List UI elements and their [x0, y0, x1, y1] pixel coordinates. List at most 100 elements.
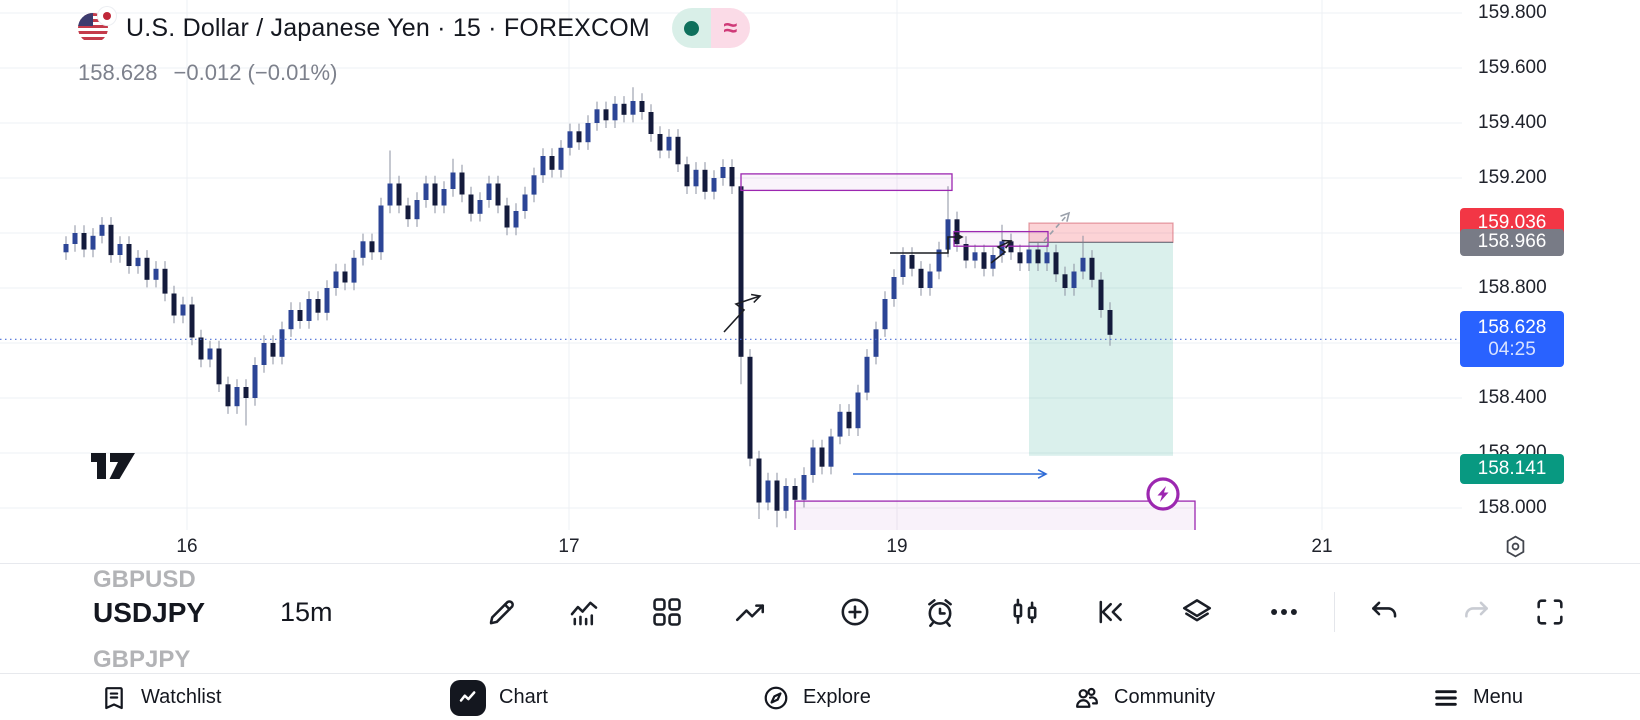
nav-label: Watchlist [141, 686, 222, 708]
market-status-pill[interactable]: ≈ [671, 8, 750, 48]
entry-price-badge: 158.966 [1460, 228, 1564, 256]
candle-body [531, 175, 537, 195]
price-tick-label: 159.200 [1478, 167, 1547, 188]
candle-body [297, 310, 303, 321]
nav-item-explore[interactable]: Explore [762, 674, 871, 720]
candle-body [846, 411, 852, 429]
candle-body [603, 109, 609, 121]
price-tick-label: 159.800 [1478, 2, 1547, 23]
candle-body [801, 475, 807, 500]
chart-type-icon[interactable] [1005, 592, 1045, 632]
candle-body [540, 156, 546, 176]
candle-body [288, 310, 294, 330]
candle-body [270, 343, 276, 357]
candle-body [351, 257, 357, 283]
chart-toolbar: GBPUSD USDJPY GBPJPY 15m [0, 564, 1640, 673]
candle-body [315, 299, 321, 313]
candle-body [1098, 279, 1104, 310]
tradingview-logo[interactable] [90, 446, 138, 487]
timescale-settings-icon[interactable] [1502, 533, 1529, 565]
undo-icon[interactable] [1364, 592, 1404, 632]
nav-item-community[interactable]: Community [1073, 674, 1215, 720]
symbol-wheel-current[interactable]: USDJPY [93, 597, 206, 628]
community-icon [1076, 687, 1098, 708]
candle-body [936, 249, 942, 272]
nav-item-chart[interactable]: Chart [450, 674, 548, 720]
breakout-arrow-2[interactable] [990, 240, 1012, 264]
supply-zone-1[interactable] [740, 173, 953, 192]
nav-item-menu[interactable]: Menu [1432, 674, 1523, 720]
bottom-nav: Watchlist Chart Explore Community [0, 673, 1640, 720]
breakout-arrow-1[interactable] [723, 295, 761, 333]
candle-body [945, 219, 951, 250]
target-price-badge: 158.141 [1460, 454, 1564, 485]
candle-body [135, 257, 141, 267]
candle-body [585, 123, 591, 143]
candle-body [396, 183, 402, 206]
candle-body [450, 172, 456, 189]
candle-body [783, 486, 789, 511]
candle-body [963, 244, 969, 261]
entry-arrow[interactable] [890, 236, 962, 254]
candle-body [126, 244, 132, 266]
candle-body [900, 255, 906, 277]
candle-body [828, 436, 834, 467]
candle-body [1035, 249, 1041, 264]
time-tick-label: 21 [1311, 536, 1333, 557]
candle-body [333, 271, 339, 288]
nav-item-watchlist[interactable]: Watchlist [100, 674, 221, 720]
chart-canvas[interactable] [0, 0, 1640, 563]
candle-body [576, 131, 582, 143]
chart-active-icon [450, 679, 486, 716]
candle-body [1053, 252, 1059, 275]
symbol-wheel-next[interactable]: GBPJPY [93, 646, 191, 673]
symbol-title[interactable]: U.S. Dollar / Japanese Yen · 15 · FOREXC… [126, 13, 650, 42]
objects-tree-icon[interactable] [1177, 592, 1217, 632]
price-tick-label: 158.000 [1478, 497, 1547, 518]
nav-label: Community [1114, 686, 1216, 708]
candle-body [459, 172, 465, 195]
candle-body [207, 348, 213, 360]
replay-icon[interactable] [1090, 592, 1130, 632]
candle-body [1017, 252, 1023, 264]
indicators-icon[interactable] [564, 592, 604, 632]
interval-button[interactable]: 15m [280, 597, 333, 627]
symbol-wheel-prev[interactable]: GBPUSD [93, 566, 196, 593]
candle-body [1071, 271, 1077, 288]
draw-icon[interactable] [481, 592, 521, 632]
candle-body [486, 183, 492, 200]
candle-body [639, 101, 645, 112]
redo-icon[interactable] [1456, 592, 1496, 632]
nav-label: Explore [803, 686, 871, 708]
projection-arrow[interactable] [1043, 212, 1070, 242]
candle-body [738, 186, 744, 357]
target-arrow-head [1037, 469, 1048, 479]
candle-body [918, 268, 924, 288]
candle-body [198, 337, 204, 360]
time-scale[interactable]: 16 17 19 21 [0, 530, 1640, 564]
fullscreen-icon[interactable] [1530, 592, 1570, 632]
add-icon[interactable] [835, 592, 875, 632]
candle-body [999, 241, 1005, 256]
price-tick-label: 159.400 [1478, 112, 1547, 133]
candle-body [729, 167, 735, 187]
price-change-row: 158.628 −0.012 (−0.01%) [78, 60, 750, 86]
line-tools-icon[interactable] [730, 592, 770, 632]
candle-body [873, 329, 879, 357]
supply-zone-2[interactable] [953, 230, 1049, 247]
candle-body [549, 156, 555, 170]
candle-body [252, 365, 258, 398]
layouts-icon[interactable] [647, 592, 687, 632]
lightning-marker[interactable] [1146, 477, 1180, 511]
candle-body [72, 233, 78, 244]
alert-icon[interactable] [920, 592, 960, 632]
price-tick-label: 159.600 [1478, 57, 1547, 78]
candle-body [927, 271, 933, 288]
candle-body [1044, 252, 1050, 264]
symbol-header[interactable]: U.S. Dollar / Japanese Yen · 15 · FOREXC… [78, 7, 750, 86]
more-options-icon[interactable] [1264, 592, 1304, 632]
candle-body [234, 387, 240, 407]
candle-body [387, 183, 393, 206]
nav-label: Chart [499, 686, 548, 708]
